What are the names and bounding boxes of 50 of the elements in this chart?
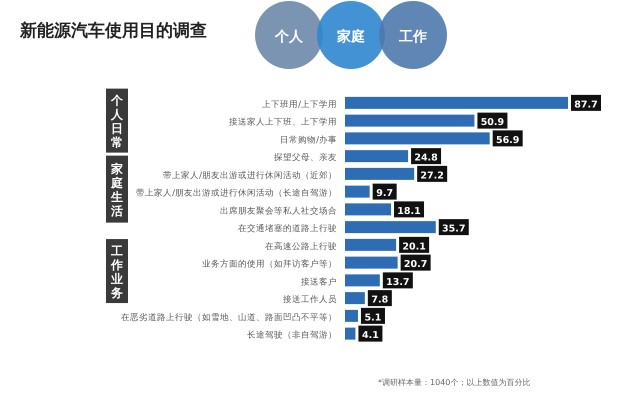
- text: 个人日常: [110, 94, 124, 150]
- data-label: 20.7: [404, 259, 428, 270]
- text: 工作: [398, 29, 427, 45]
- data-label: 9.7: [376, 188, 394, 200]
- y-tick-label: 日常购物/办事: [280, 134, 337, 146]
- y-tick-label: 上下班用/上下学用: [262, 98, 337, 110]
- y-tick-label: 在高速公路上行驶: [265, 240, 337, 252]
- y-tick-label: 在恶劣道路上行驶（如雪地、山道、路面凹凸不平等）: [121, 312, 337, 323]
- y-tick-label: 探望父母、亲友: [274, 152, 337, 164]
- text: 新能源汽车使用目的调查: [19, 21, 207, 41]
- data-label: 7.8: [371, 294, 389, 306]
- text: 家庭: [336, 28, 365, 45]
- bar: [345, 310, 358, 322]
- text: 个人: [274, 29, 304, 45]
- y-tick-label: 接送工作人员: [283, 294, 337, 306]
- data-label: 18.1: [397, 206, 421, 217]
- y-tick-label: 接送家人上下班、上下学用: [229, 116, 337, 128]
- data-label: 4.1: [362, 330, 379, 342]
- data-label: 87.7: [574, 99, 598, 110]
- data-label: 24.8: [414, 152, 438, 164]
- bar: [345, 238, 396, 251]
- y-tick-label: 出席朋友聚会等私人社交场合: [220, 205, 337, 216]
- y-tick-label: 带上家人/朋友出游或进行休闲活动（长途自驾游）: [136, 188, 337, 199]
- bar: [345, 96, 568, 109]
- bar: [345, 292, 365, 304]
- data-label: 5.1: [364, 312, 382, 324]
- data-label: 50.9: [480, 117, 504, 128]
- bar: [345, 221, 436, 234]
- bar: [345, 114, 474, 127]
- bar: [345, 328, 356, 340]
- text: 家庭生活: [110, 162, 123, 218]
- bar: [345, 274, 380, 286]
- data-label: 27.2: [420, 170, 444, 182]
- bar: [345, 168, 414, 180]
- bar: [345, 150, 408, 162]
- bar: [345, 186, 370, 198]
- bar: [345, 256, 398, 269]
- bar: [345, 132, 490, 144]
- data-label: 56.9: [496, 134, 520, 146]
- y-tick-label: 接送客户: [301, 276, 337, 288]
- y-tick-label: 在交通堵塞的道路上行驶: [238, 223, 337, 234]
- data-label: 13.7: [386, 276, 410, 288]
- text: *调研样本量：1040个；以上数值为百分比: [378, 378, 530, 387]
- bar: [345, 203, 392, 216]
- data-label: 20.1: [402, 241, 426, 252]
- y-tick-label: 长途驾驶（非自驾游）: [247, 330, 337, 341]
- y-tick-label: 业务方面的使用（如拜访客户等）: [202, 258, 337, 270]
- text: 工作业务: [110, 244, 123, 300]
- data-label: 35.7: [442, 224, 466, 235]
- y-tick-label: 带上家人/朋友出游或进行休闲活动（近郊）: [163, 170, 337, 181]
